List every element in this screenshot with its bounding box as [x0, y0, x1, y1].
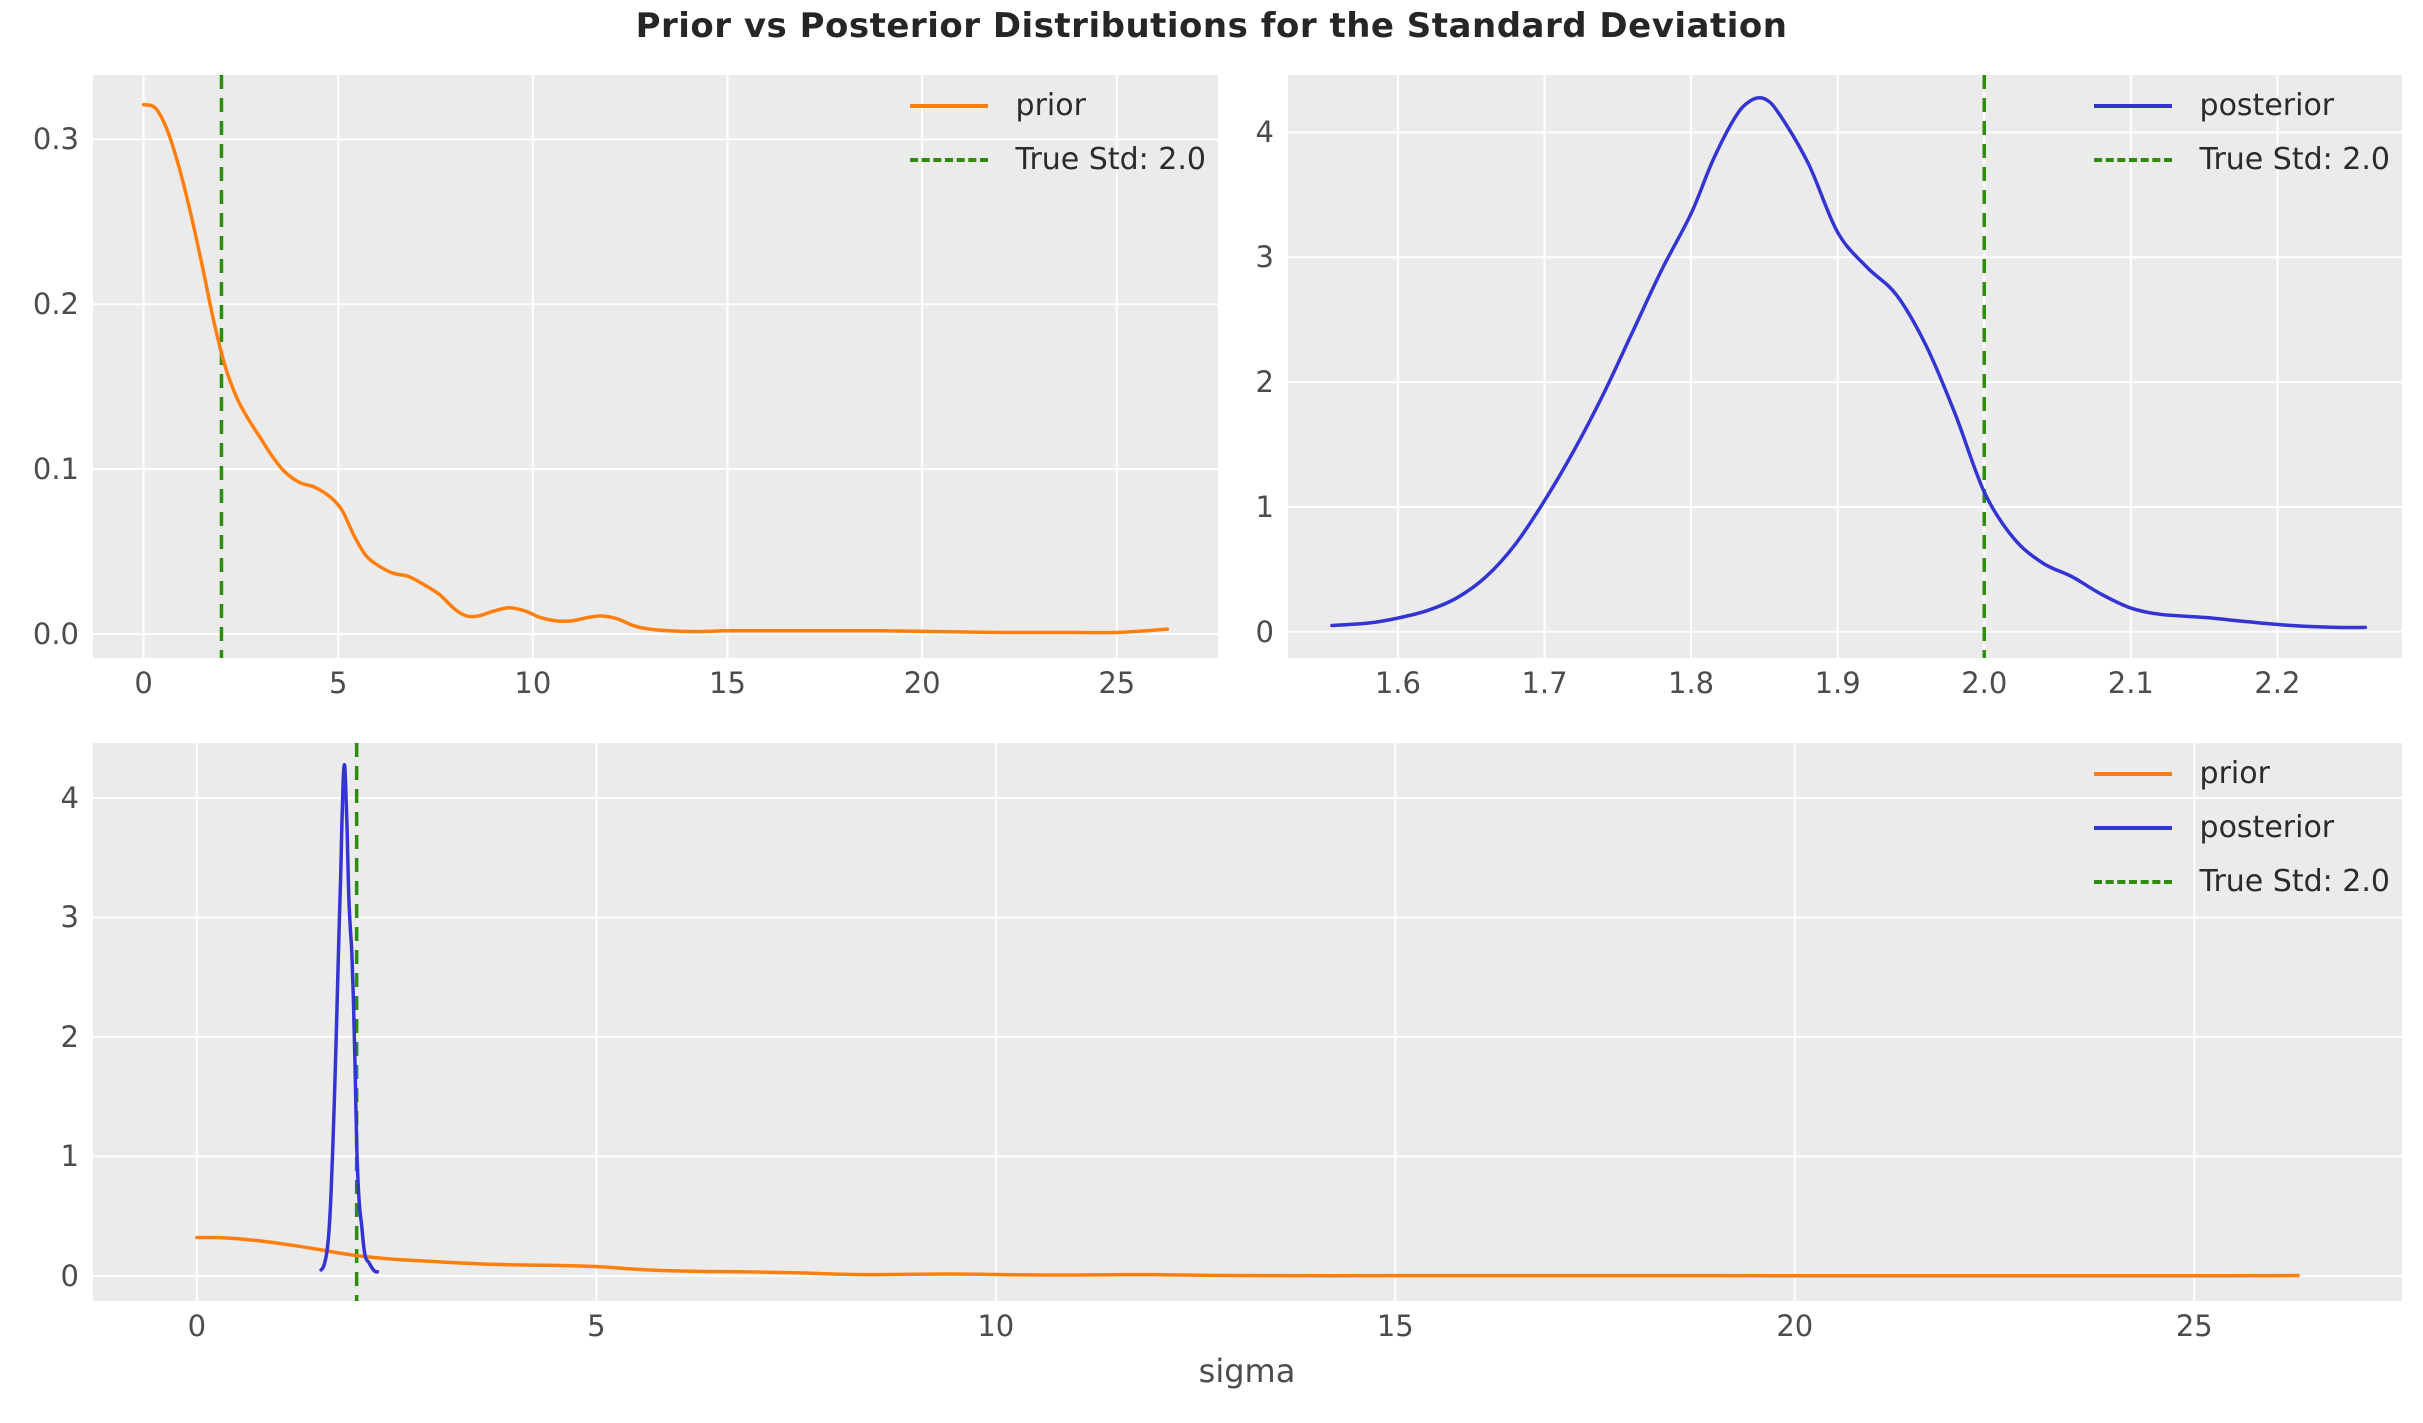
x-tick-label: 20 [1776, 1309, 1814, 1343]
true-std-line-sample [2093, 157, 2172, 162]
prior-line-sample [2093, 771, 2172, 776]
y-tick-label: 0.1 [32, 452, 79, 487]
y-tick-label: 4 [1255, 115, 1274, 150]
x-tick-label: 25 [1098, 666, 1136, 700]
x-tick-label: 1.6 [1374, 666, 1421, 700]
y-tick-label: 4 [60, 780, 79, 815]
posterior-curve [1330, 96, 2368, 630]
x-tick-label: 0 [134, 666, 153, 700]
y-tick-label: 0 [60, 1258, 79, 1293]
prior-curve [195, 1235, 2300, 1278]
x-tick-label: 10 [514, 666, 552, 700]
x-tick-label: 5 [329, 666, 348, 700]
y-tick-label: 3 [1255, 240, 1274, 275]
y-tick-label: 0 [1255, 614, 1274, 649]
true-std-line-sample [909, 157, 988, 162]
prior-line-sample [909, 103, 988, 108]
posterior-panel-legend: posterior True Std: 2.0 [2093, 88, 2390, 177]
y-tick-label: 0.2 [32, 287, 79, 322]
legend-label: posterior [2199, 810, 2335, 845]
x-tick-label: 1.7 [1521, 666, 1568, 700]
x-tick-label: 0 [187, 1309, 207, 1343]
posterior-line-sample [2093, 103, 2172, 108]
x-axis-label-sigma: sigma [1198, 1352, 1296, 1390]
legend-item-true-std: True Std: 2.0 [2093, 142, 2390, 177]
legend-item-true-std: True Std: 2.0 [909, 142, 1206, 177]
y-tick-label: 0.3 [32, 122, 79, 157]
x-tick-label: 25 [2175, 1309, 2213, 1343]
figure-title: Prior vs Posterior Distributions for the… [635, 6, 1788, 46]
prior-panel-legend: prior True Std: 2.0 [909, 88, 1206, 177]
y-tick-label: 2 [60, 1019, 79, 1054]
legend-label: True Std: 2.0 [1015, 142, 1206, 177]
prior-curve [141, 102, 1170, 635]
y-tick-label: 1 [1255, 489, 1274, 524]
legend-item-posterior: posterior [2093, 88, 2335, 123]
legend-item-posterior: posterior [2093, 810, 2335, 845]
legend-item-prior: prior [909, 88, 1086, 123]
y-tick-label: 1 [60, 1139, 79, 1174]
legend-item-true-std: True Std: 2.0 [2093, 864, 2390, 899]
legend-label: True Std: 2.0 [2199, 864, 2390, 899]
combined-panel: prior posterior True Std: 2.0 0 5 10 15 20 25… [61, 743, 2402, 1343]
y-tick-label: 0.0 [32, 617, 79, 652]
panel-background [1288, 75, 2402, 658]
x-tick-label: 1.8 [1668, 666, 1715, 700]
x-tick-label: 2.2 [2254, 666, 2301, 700]
x-tick-label: 15 [709, 666, 746, 700]
legend-label: True Std: 2.0 [2199, 142, 2390, 177]
x-tick-label: 15 [1376, 1309, 1414, 1343]
x-tick-label: 2.0 [1961, 666, 2008, 700]
y-tick-label: 3 [60, 900, 79, 935]
prior-panel: prior True Std: 2.0 0 5 10 15 20 25 0.0 0.1 0.2 0… [33, 75, 1218, 700]
x-tick-label: 1.9 [1814, 666, 1861, 700]
posterior-distribution-plot [1288, 75, 2402, 658]
prior-vs-posterior-combined-plot [93, 743, 2402, 1301]
y-tick-label: 2 [1255, 365, 1274, 400]
x-tick-label: 20 [903, 666, 941, 700]
posterior-panel: posterior True Std: 2.0 1.6 1.7 1.8 1.9 2.0 2… [1256, 75, 2402, 700]
legend-item-prior: prior [2093, 756, 2270, 791]
x-tick-label: 5 [587, 1309, 606, 1343]
legend-label: prior [1015, 88, 1086, 123]
prior-distribution-plot [93, 75, 1218, 658]
combined-panel-legend: prior posterior True Std: 2.0 [2093, 756, 2390, 899]
posterior-curve [319, 763, 380, 1274]
panel-background [93, 75, 1218, 658]
panel-background [93, 743, 2402, 1301]
legend-label: posterior [2199, 88, 2335, 123]
legend-label: prior [2199, 756, 2270, 791]
x-tick-label: 10 [977, 1309, 1015, 1343]
posterior-line-sample [2093, 825, 2172, 830]
true-std-line-sample [2093, 879, 2172, 884]
x-tick-label: 2.1 [2107, 666, 2154, 700]
